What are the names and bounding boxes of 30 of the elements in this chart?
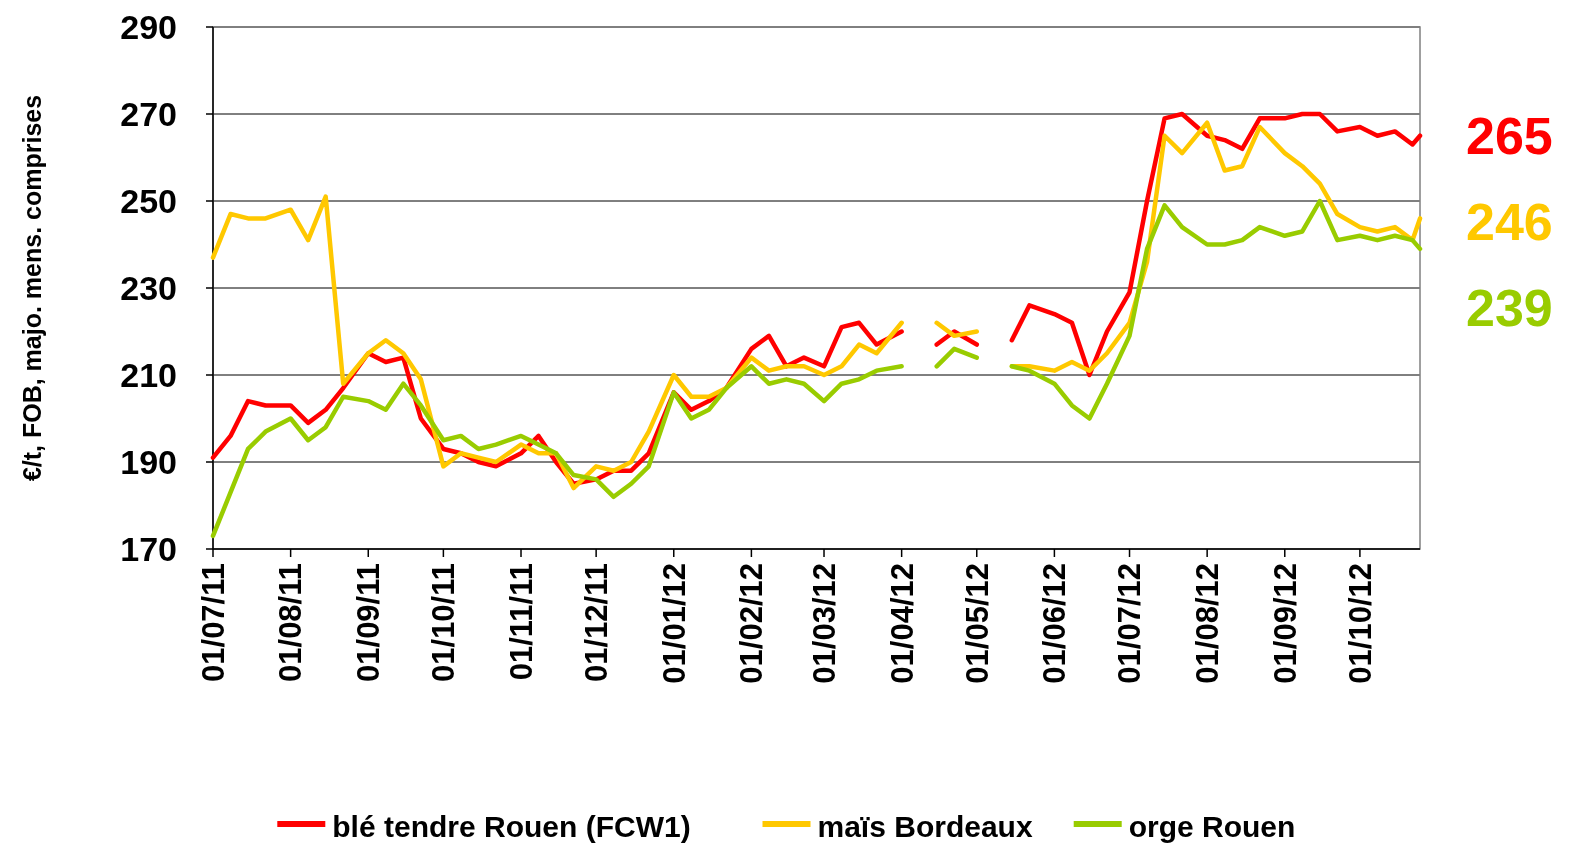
x-tick-label: 01/03/12 [806, 563, 842, 684]
x-tick-label: 01/10/11 [426, 563, 462, 682]
y-tick-label: 290 [120, 7, 177, 46]
x-tick-label: 01/09/11 [351, 563, 387, 682]
x-tick-label: 01/05/12 [959, 563, 995, 684]
x-tick-label: 01/12/11 [578, 563, 614, 682]
y-tick-label: 250 [120, 181, 177, 220]
x-tick-label: 01/07/12 [1112, 563, 1148, 684]
x-tick-label: 01/04/12 [884, 563, 920, 684]
y-tick-label: 170 [120, 529, 177, 568]
y-tick-label: 190 [120, 442, 177, 481]
x-tick-label: 01/06/12 [1037, 563, 1073, 684]
legend-label: maïs Bordeaux [817, 810, 1033, 843]
x-tick-label: 01/10/12 [1342, 563, 1378, 684]
x-tick-label: 01/09/12 [1267, 563, 1303, 684]
annotation: 246 [1466, 192, 1553, 251]
x-tick-label: 01/01/12 [656, 563, 692, 684]
y-tick-label: 210 [120, 355, 177, 394]
x-tick-label: 01/08/11 [273, 563, 309, 682]
x-tick-label: 01/11/11 [503, 563, 539, 681]
x-tick-label: 01/08/12 [1190, 563, 1225, 684]
y-tick-label: 270 [120, 94, 177, 133]
legend-label: blé tendre Rouen (FCW1) [332, 810, 691, 843]
x-tick-label: 01/02/12 [734, 563, 770, 684]
y-axis-title: €/t, FOB, majo. mens. comprises [17, 94, 46, 482]
annotation: 239 [1466, 278, 1553, 337]
legend-label: orge Rouen [1128, 810, 1296, 843]
y-tick-label: 230 [120, 268, 177, 307]
x-tick-label: 01/07/11 [195, 563, 231, 682]
annotation: 265 [1466, 106, 1553, 165]
